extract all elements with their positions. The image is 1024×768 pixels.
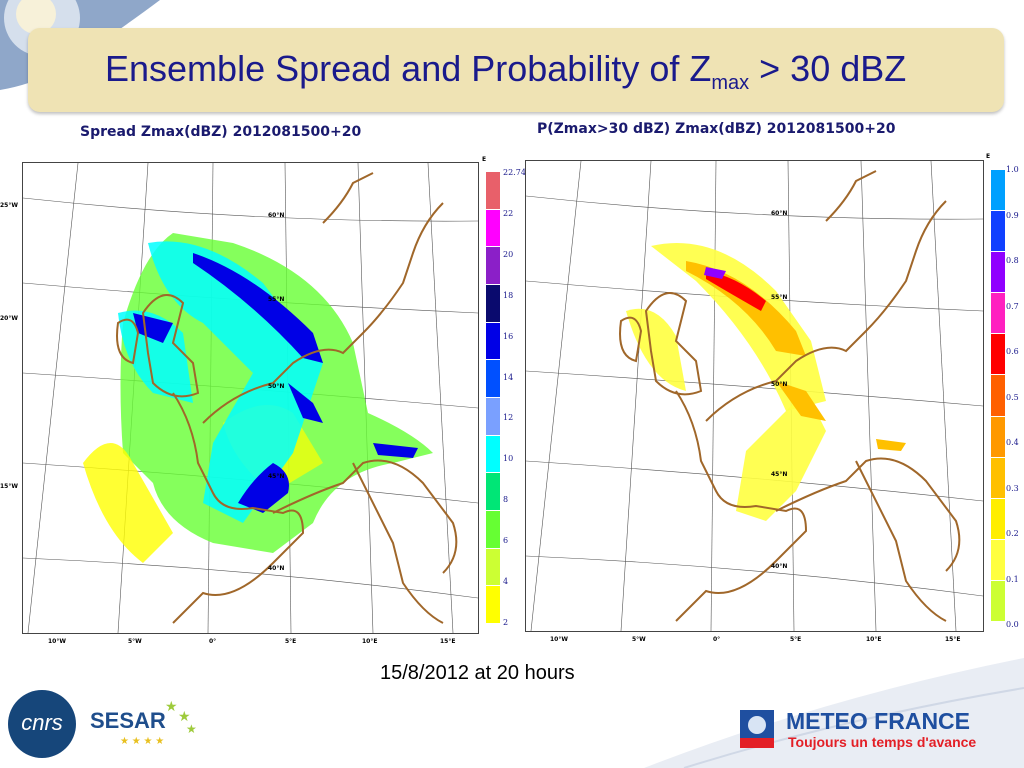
scale-swatch	[991, 416, 1005, 458]
scale-swatch	[991, 252, 1005, 294]
scale-label: 8	[503, 495, 509, 505]
lon-label-10e: 10°E	[866, 636, 882, 643]
scale-label: 20	[503, 249, 514, 259]
lon-label-10w: 10°W	[550, 636, 568, 643]
scale-swatch	[486, 322, 500, 361]
scale-swatch	[486, 586, 500, 624]
scale-label: 0.6	[1006, 347, 1019, 356]
lat-label-50: 50°N	[771, 381, 788, 388]
corner-swoosh	[644, 658, 1024, 768]
scale-swatch	[991, 580, 1005, 622]
lon-label-10e: 10°E	[362, 638, 378, 645]
scale-label: 4	[503, 577, 509, 587]
west-label-15: 15°W	[0, 483, 18, 490]
scale-swatch	[486, 285, 500, 323]
meteo-france-name: METEO FRANCE	[786, 708, 970, 734]
scale-label: 0.0	[1006, 620, 1019, 629]
lon-label-0: 0°	[209, 638, 217, 645]
scale-swatch	[486, 473, 500, 511]
lon-label-15e: 15°E	[440, 638, 456, 645]
probability-map: 60°N 55°N 50°N 45°N 40°N	[525, 160, 984, 632]
scale-label: 10	[503, 454, 514, 464]
scale-label: 0.9	[1006, 210, 1019, 220]
scale-label: 1.0	[1006, 165, 1019, 174]
scale-label: 2	[503, 618, 509, 627]
lon-label-10w: 10°W	[48, 638, 66, 645]
sesar-logo: SESAR ★ ★ ★ ★ ★ ★ ★	[90, 698, 197, 747]
date-caption: 15/8/2012 at 20 hours	[380, 662, 575, 684]
cnrs-logo: cnrs	[8, 690, 76, 758]
spread-map: 60°N 55°N 50°N 45°N 40°N	[22, 162, 479, 634]
spread-scale-labels: 22.74 22 20 18 16 14 12 10 8 6 4 2	[503, 168, 529, 628]
scale-swatch	[991, 293, 1005, 335]
star-icon: ★ ★ ★ ★	[120, 736, 165, 747]
lat-label-45: 45°N	[268, 473, 285, 480]
scale-swatch	[991, 498, 1005, 540]
lon-label-5e: 5°E	[285, 638, 297, 645]
star-icon: ★	[186, 722, 197, 736]
scale-label: 0.1	[1006, 574, 1019, 584]
lat-label-40: 40°N	[771, 563, 788, 570]
star-icon: ★	[178, 708, 191, 724]
scale-swatch	[991, 375, 1005, 417]
scale-swatch	[486, 172, 500, 210]
scale-swatch	[991, 539, 1005, 581]
slide-title: Ensemble Spread and Probability of Zmax …	[105, 48, 907, 95]
scale-label: 18	[503, 290, 514, 300]
scale-swatch	[486, 398, 500, 436]
scale-label: 0.8	[1006, 256, 1019, 265]
lat-label-60: 60°N	[268, 212, 285, 219]
scale-swatch	[486, 548, 500, 587]
lat-label-55: 55°N	[268, 296, 285, 303]
left-panel-title: Spread Zmax(dBZ) 2012081500+20	[80, 124, 362, 140]
star-icon: ★	[165, 698, 178, 714]
scale-swatch	[486, 435, 500, 474]
title-banner	[28, 28, 1004, 112]
west-label-20: 20°W	[0, 315, 18, 322]
scale-label: 0.5	[1006, 392, 1019, 402]
lat-label-40: 40°N	[268, 565, 285, 572]
meteo-france-tagline: Toujours un temps d'avance	[788, 734, 977, 750]
probability-scale-labels: 1.0 0.9 0.8 0.7 0.6 0.5 0.4 0.3 0.2 0.1 0.0	[1006, 165, 1024, 630]
lon-label-5w: 5°W	[128, 638, 142, 645]
lon-label-5e: 5°E	[790, 636, 802, 643]
scale-label: 0.3	[1006, 483, 1019, 493]
lat-label-45: 45°N	[771, 471, 788, 478]
lon-label-0: 0°	[713, 636, 721, 643]
scale-label: 14	[503, 372, 514, 382]
scale-label: 6	[503, 536, 509, 546]
scale-label: 12	[503, 413, 514, 423]
probability-color-scale	[991, 170, 1005, 622]
scale-swatch	[486, 209, 500, 248]
scale-swatch	[991, 334, 1005, 376]
right-panel-title: P(Zmax>30 dBZ) Zmax(dBZ) 2012081500+20	[537, 121, 896, 137]
scale-label: 22.74	[503, 168, 526, 177]
lat-label-55: 55°N	[771, 294, 788, 301]
spread-map-graphic	[22, 162, 479, 634]
lat-label-50: 50°N	[268, 383, 285, 390]
scale-swatch	[991, 170, 1005, 212]
scale-swatch	[991, 457, 1005, 499]
lon-label-15e: 15°E	[945, 636, 961, 643]
scale-swatch	[991, 211, 1005, 253]
scale-label: 0.2	[1006, 529, 1019, 538]
probability-map-graphic	[525, 160, 984, 632]
scale-label: 0.7	[1006, 301, 1019, 311]
lon-label-5w: 5°W	[632, 636, 646, 643]
left-corner-label: E	[482, 156, 487, 163]
right-corner-label: E	[986, 153, 991, 160]
west-label-25: 25°W	[0, 202, 18, 209]
scale-label: 0.4	[1006, 438, 1019, 447]
scale-swatch	[486, 360, 500, 398]
meteo-france-logo-mark	[740, 710, 774, 748]
scale-swatch	[486, 511, 500, 549]
spread-color-scale	[486, 172, 500, 624]
scale-swatch	[486, 247, 500, 285]
scale-label: 22	[503, 208, 514, 218]
lat-label-60: 60°N	[771, 210, 788, 217]
scale-label: 16	[503, 331, 514, 341]
